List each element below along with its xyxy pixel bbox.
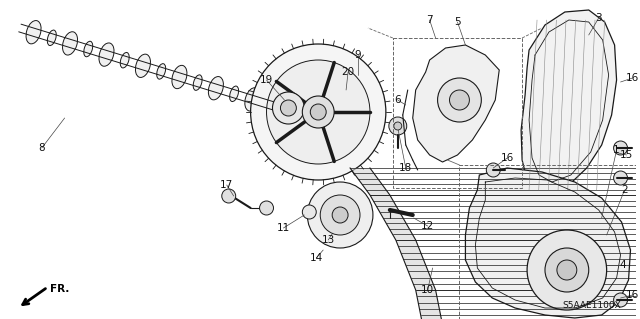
Ellipse shape xyxy=(275,101,281,113)
Polygon shape xyxy=(521,10,616,195)
Polygon shape xyxy=(413,45,499,162)
Circle shape xyxy=(273,92,304,124)
Circle shape xyxy=(614,293,628,307)
Ellipse shape xyxy=(230,86,239,101)
Text: 18: 18 xyxy=(399,163,412,173)
Ellipse shape xyxy=(264,98,271,110)
Text: 14: 14 xyxy=(310,253,323,263)
Ellipse shape xyxy=(285,105,291,116)
Text: 20: 20 xyxy=(342,67,355,77)
Text: FR.: FR. xyxy=(50,284,69,294)
Circle shape xyxy=(310,104,326,120)
Ellipse shape xyxy=(245,88,260,111)
Bar xyxy=(460,165,639,319)
Text: 17: 17 xyxy=(220,180,234,190)
Text: 8: 8 xyxy=(38,143,45,153)
Circle shape xyxy=(280,100,296,116)
Text: 1: 1 xyxy=(613,145,620,155)
Circle shape xyxy=(614,171,628,185)
Text: 16: 16 xyxy=(500,153,514,163)
Circle shape xyxy=(222,189,236,203)
Ellipse shape xyxy=(26,20,41,44)
Polygon shape xyxy=(465,168,630,318)
Text: 13: 13 xyxy=(321,235,335,245)
Text: 19: 19 xyxy=(260,75,273,85)
Text: 2: 2 xyxy=(621,185,628,195)
Ellipse shape xyxy=(157,64,166,79)
Text: 11: 11 xyxy=(277,223,290,233)
Circle shape xyxy=(557,260,577,280)
Bar xyxy=(393,38,522,188)
Text: 12: 12 xyxy=(421,221,435,231)
Circle shape xyxy=(527,230,607,310)
Text: S5AAE1100X: S5AAE1100X xyxy=(563,301,621,310)
Text: 15: 15 xyxy=(620,150,633,160)
Circle shape xyxy=(614,141,628,155)
Ellipse shape xyxy=(193,75,202,90)
Text: 6: 6 xyxy=(394,95,401,105)
Ellipse shape xyxy=(84,41,93,57)
Ellipse shape xyxy=(120,52,129,68)
Circle shape xyxy=(545,248,589,292)
Circle shape xyxy=(307,182,373,248)
Text: 16: 16 xyxy=(626,290,639,300)
Circle shape xyxy=(251,44,386,180)
Text: 16: 16 xyxy=(626,73,639,83)
Text: 3: 3 xyxy=(595,13,602,23)
Circle shape xyxy=(486,163,500,177)
Ellipse shape xyxy=(255,95,261,107)
Ellipse shape xyxy=(136,54,150,78)
Ellipse shape xyxy=(172,65,187,89)
Ellipse shape xyxy=(99,43,114,66)
Circle shape xyxy=(302,205,316,219)
Circle shape xyxy=(394,122,402,130)
Circle shape xyxy=(302,96,334,128)
Circle shape xyxy=(260,201,273,215)
Text: 9: 9 xyxy=(355,50,362,60)
Ellipse shape xyxy=(47,30,56,46)
Ellipse shape xyxy=(209,77,223,100)
Polygon shape xyxy=(350,168,449,319)
Circle shape xyxy=(438,78,481,122)
Circle shape xyxy=(449,90,469,110)
Circle shape xyxy=(320,195,360,235)
Text: 7: 7 xyxy=(426,15,433,25)
Circle shape xyxy=(332,207,348,223)
Text: 10: 10 xyxy=(421,285,434,295)
Text: 5: 5 xyxy=(454,17,461,27)
Circle shape xyxy=(266,60,370,164)
Ellipse shape xyxy=(63,32,77,55)
Text: 4: 4 xyxy=(620,260,626,270)
Circle shape xyxy=(389,117,407,135)
